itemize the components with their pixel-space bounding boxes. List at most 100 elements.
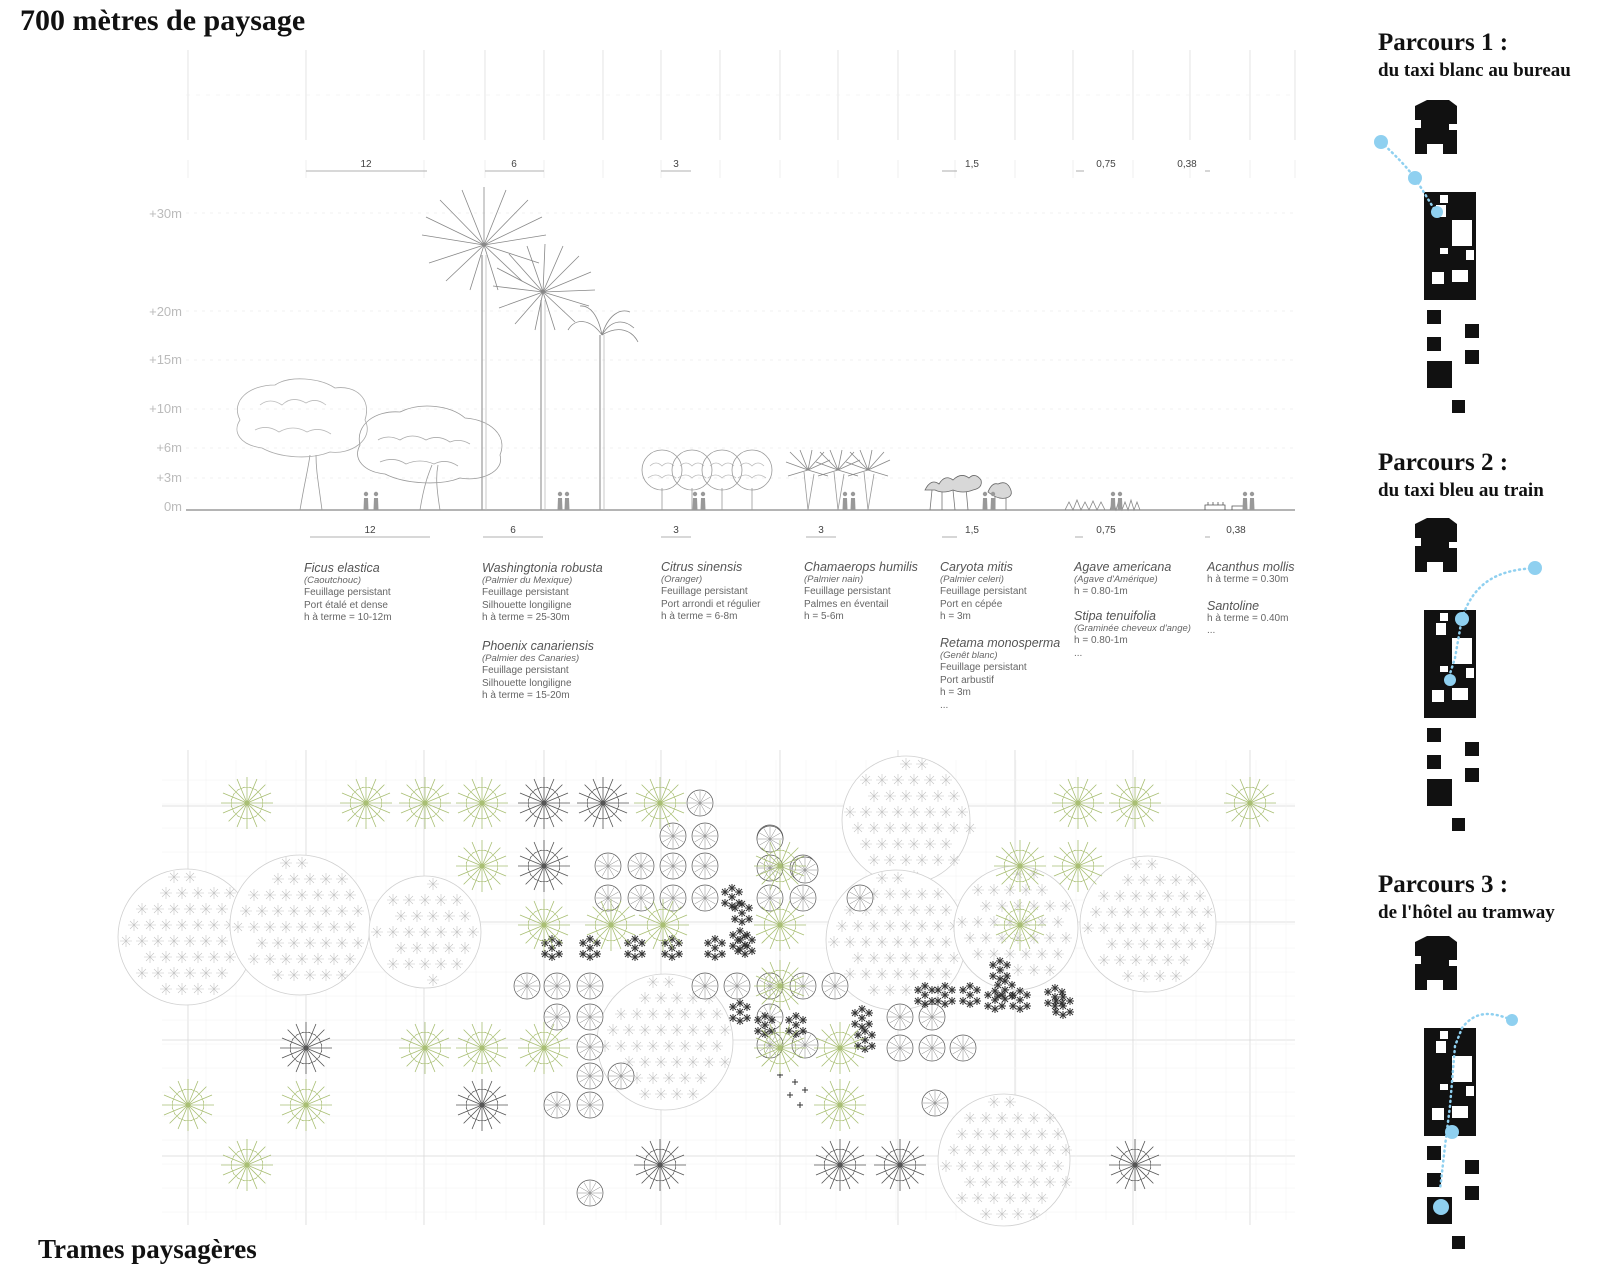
route-1-diagram [1374,100,1479,413]
bottom-dim-1-5: 1,5 [965,525,979,536]
species-detail: h = 5-6m [804,611,844,622]
citrus-plan-icon [921,1089,949,1117]
route-3-diagram [1415,936,1518,1249]
species-common-name: (Agave d'Amérique) [1074,573,1158,585]
tree-canopy-icon [368,875,482,989]
species-santoline: Santoline h à terme = 0.40m ... [1207,600,1288,638]
palm-plan-icon [1109,1139,1161,1191]
palm-plan-icon [399,777,451,829]
citrus-plan-icon [691,972,719,1000]
retama-plan-icon [787,1092,793,1098]
palm-plan-icon [1052,840,1104,892]
citrus-plan-icon [789,884,817,912]
species-citrus-sinensis: Citrus sinensis (Oranger) Feuillage pers… [661,561,761,624]
palm-plan-icon [518,899,570,951]
caryota-plan-icon [851,1005,873,1031]
page-title: 700 mètres de paysage [20,4,306,37]
caryota-plan-icon [734,932,756,958]
bottom-dimensions: 12 6 3 3 1,5 0,75 0,38 [310,525,1246,538]
height-label-10: +10m [149,401,182,416]
palm-tree-icon [567,305,639,510]
species-detail: h à terme = 0.30m [1207,573,1289,585]
species-detail: Silhouette longiligne [482,599,572,611]
caryota-plan-icon [994,977,1016,1003]
bottom-dim-6: 6 [510,525,516,536]
route-3-subtitle: de l'hôtel au tramway [1378,902,1555,923]
species-common-name: (Palmier nain) [804,573,864,585]
palm-plan-icon [994,899,1046,951]
top-dim-6: 6 [511,159,517,170]
bottom-dim-3b: 3 [818,525,824,536]
plan-title: Trames paysagères [38,1234,257,1264]
height-label-3: +3m [156,470,182,485]
species-detail: h à terme = 6-8m [661,611,738,622]
caryota-plan-icon [731,900,753,926]
species-common-name: (Palmier celeri) [940,573,1004,585]
route-1-title: Parcours 1 : [1378,29,1509,56]
ficus-tree-icon [357,405,503,511]
citrus-plan-icon [659,822,687,850]
citrus-plan-icon [659,884,687,912]
species-detail: Port arbustif [940,674,994,686]
route-point-icon [1506,1014,1518,1026]
species-detail: Silhouette longiligne [482,677,572,689]
species-detail: Palmes en éventail [804,598,889,610]
palm-plan-icon [518,1022,570,1074]
retama-plan-icon [792,1079,798,1085]
route-2-subtitle: du taxi bleu au train [1378,480,1544,501]
species-detail: Feuillage persistant [304,587,391,598]
species-detail: Port étalé et dense [304,599,388,611]
height-axis: +30m +20m +15m +10m +6m +3m 0m [149,206,182,514]
species-common-name: (Caoutchouc) [304,574,362,586]
caryota-plan-icon [984,987,1006,1013]
species-name: Ficus elastica [304,561,380,575]
acanthus-row-icon [1204,502,1245,510]
phoenix-palm-icon [492,243,596,510]
caryota-plan-icon [754,1012,776,1038]
plan-palms [162,777,1276,1191]
caryota-shrub-icon [924,475,1012,511]
height-label-15: +15m [149,352,182,367]
caryota-plan-icon [854,1027,876,1053]
species-detail: Feuillage persistant [482,587,569,598]
caryota-plan-icon [661,935,683,961]
top-dimensions: 12 6 3 1,5 0,75 0,38 [306,159,1210,172]
palm-plan-icon [456,777,508,829]
washingtonia-palm-icon [421,187,547,510]
caryota-plan-icon [721,884,743,910]
species-agave-americana: Agave americana (Agave d'Amérique) h = 0… [1074,561,1171,599]
species-detail: h = 3m [940,687,971,698]
citrus-plan-icon [594,852,622,880]
species-detail: h = 0.80-1m [1074,586,1128,597]
species-detail: h = 3m [940,611,971,622]
palm-plan-icon [754,840,806,892]
bottom-dim-0-38: 0,38 [1226,525,1246,536]
citrus-plan-icon [576,1062,604,1090]
citrus-plan-icon [821,972,849,1000]
species-detail: h à terme = 25-30m [482,612,570,623]
species-name: Retama monosperma [940,636,1061,650]
caryota-plan-icon [1044,984,1066,1010]
citrus-plan-icon [607,1062,635,1090]
palm-plan-icon [634,777,686,829]
citrus-plan-icon [576,1003,604,1031]
landscape-plan [117,750,1295,1227]
citrus-plan-icon [756,825,784,853]
citrus-plan-icon [627,884,655,912]
caryota-plan-icon [1052,993,1074,1019]
species-name: Washingtonia robusta [482,561,603,575]
palm-plan-icon [754,960,806,1012]
palm-plan-icon [814,1079,866,1131]
route-2-title: Parcours 2 : [1378,449,1509,476]
species-stipa-tenuifolia: Stipa tenuifolia (Graminée cheveux d'ang… [1074,610,1191,660]
ficus-tree-icon [236,378,368,511]
height-label-20: +20m [149,304,182,319]
citrus-plan-icon [543,1003,571,1031]
bottom-dim-12: 12 [364,525,376,536]
palm-plan-icon [1224,777,1276,829]
route-point-icon [1455,612,1469,626]
height-label-0: 0m [164,499,182,514]
route-point-icon [1431,206,1443,218]
citrus-plan-icon [659,852,687,880]
tree-canopy-icon [937,1093,1072,1227]
